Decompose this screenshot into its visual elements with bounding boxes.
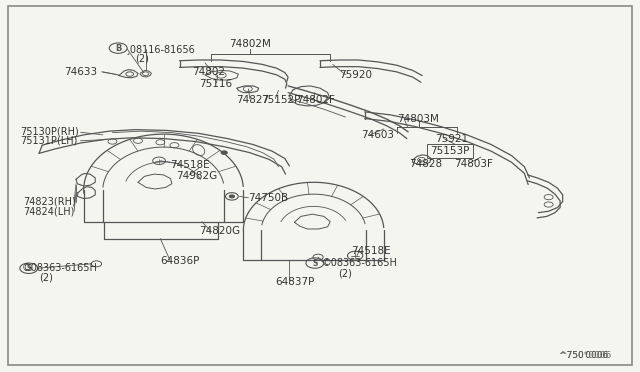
- Text: 74518E: 74518E: [351, 246, 390, 256]
- Text: 75130P(RH): 75130P(RH): [20, 126, 79, 136]
- Text: 75131P(LH): 75131P(LH): [20, 136, 77, 146]
- Text: ©08363-6165H: ©08363-6165H: [21, 263, 97, 273]
- Text: 64837P: 64837P: [275, 277, 315, 286]
- Text: 74802F: 74802F: [296, 95, 335, 105]
- Text: 74803M: 74803M: [397, 114, 438, 124]
- Text: S: S: [26, 264, 31, 273]
- Text: 75921: 75921: [435, 134, 468, 144]
- Text: (2): (2): [135, 53, 148, 63]
- Text: S: S: [312, 259, 317, 267]
- Text: 74823(RH): 74823(RH): [23, 196, 76, 206]
- Text: ^750 0006: ^750 0006: [559, 351, 609, 360]
- Text: 74827: 74827: [236, 95, 269, 105]
- Text: 74633: 74633: [65, 67, 98, 77]
- Text: 74802: 74802: [192, 67, 225, 77]
- Text: 74828: 74828: [410, 159, 442, 169]
- Text: (2): (2): [39, 273, 53, 283]
- Circle shape: [221, 151, 227, 154]
- Text: 74803F: 74803F: [454, 159, 493, 169]
- Text: 75153P: 75153P: [431, 146, 470, 156]
- Text: B: B: [115, 44, 122, 52]
- Text: ^750*0006: ^750*0006: [559, 351, 612, 360]
- Text: 64836P: 64836P: [161, 256, 200, 266]
- Text: (2): (2): [338, 268, 352, 278]
- Text: 74802M: 74802M: [229, 39, 271, 49]
- Text: 74603: 74603: [362, 130, 394, 140]
- Text: ¸08116-81656: ¸08116-81656: [125, 44, 195, 54]
- Text: 75152P: 75152P: [261, 95, 301, 105]
- Text: 74750B: 74750B: [248, 193, 289, 203]
- Text: 74982G: 74982G: [176, 171, 218, 181]
- Text: 74824(LH): 74824(LH): [23, 206, 74, 216]
- Text: 74820G: 74820G: [198, 226, 240, 236]
- Text: 75920: 75920: [339, 70, 372, 80]
- Text: 75116: 75116: [198, 80, 232, 89]
- Text: ©08363-6165H: ©08363-6165H: [322, 258, 398, 268]
- Circle shape: [229, 195, 234, 198]
- Bar: [428, 144, 473, 158]
- Text: 74518E: 74518E: [170, 160, 209, 170]
